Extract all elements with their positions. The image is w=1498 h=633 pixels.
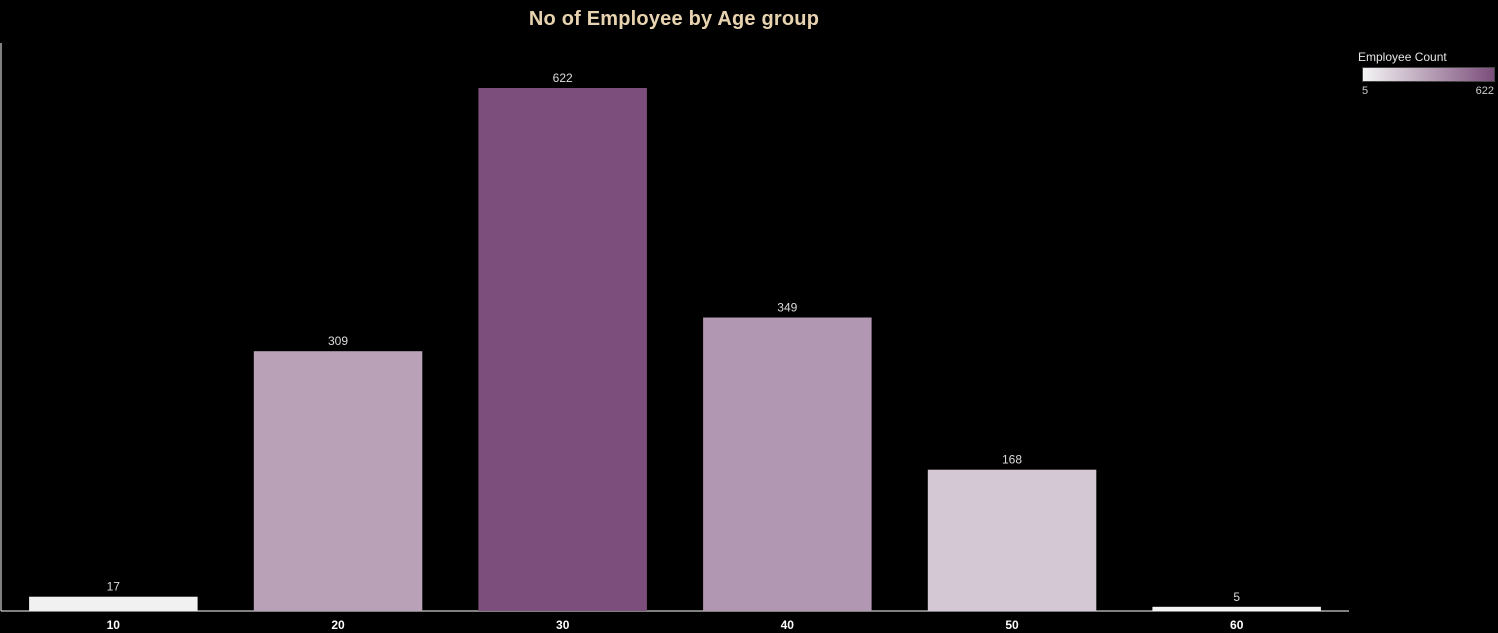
bars-group <box>29 88 1321 611</box>
legend-gradient-bar <box>1362 67 1495 82</box>
x-tick-label-40: 40 <box>781 618 795 632</box>
bar-value-label-50: 168 <box>1002 453 1022 467</box>
bar-value-label-40: 349 <box>777 301 797 315</box>
color-legend: Employee Count 5 622 <box>1358 50 1495 99</box>
bar-value-label-10: 17 <box>107 580 121 594</box>
legend-min-label: 5 <box>1362 85 1369 97</box>
x-tick-labels: 10 20 30 40 50 60 <box>107 618 1244 632</box>
x-tick-label-30: 30 <box>556 618 570 632</box>
bar-age-50[interactable] <box>927 469 1097 611</box>
bar-value-label-20: 309 <box>328 334 348 348</box>
x-tick-label-50: 50 <box>1005 618 1019 632</box>
legend-max-label: 622 <box>1475 85 1494 97</box>
legend-title: Employee Count <box>1358 50 1447 64</box>
bar-age-30[interactable] <box>478 88 647 611</box>
chart-title: No of Employee by Age group <box>528 8 820 30</box>
bar-age-60[interactable] <box>1152 606 1321 611</box>
x-tick-label-10: 10 <box>107 618 121 632</box>
x-tick-label-60: 60 <box>1230 618 1244 632</box>
bar-value-label-60: 5 <box>1233 590 1240 604</box>
x-tick-label-20: 20 <box>331 618 345 632</box>
bar-value-labels: 17 309 622 349 168 5 <box>107 71 1241 604</box>
bar-value-label-30: 622 <box>553 71 573 85</box>
bar-age-20[interactable] <box>253 351 423 611</box>
bar-age-40[interactable] <box>703 317 872 612</box>
bar-age-10[interactable] <box>29 596 198 611</box>
legend-scale: 5 622 <box>1358 85 1494 99</box>
